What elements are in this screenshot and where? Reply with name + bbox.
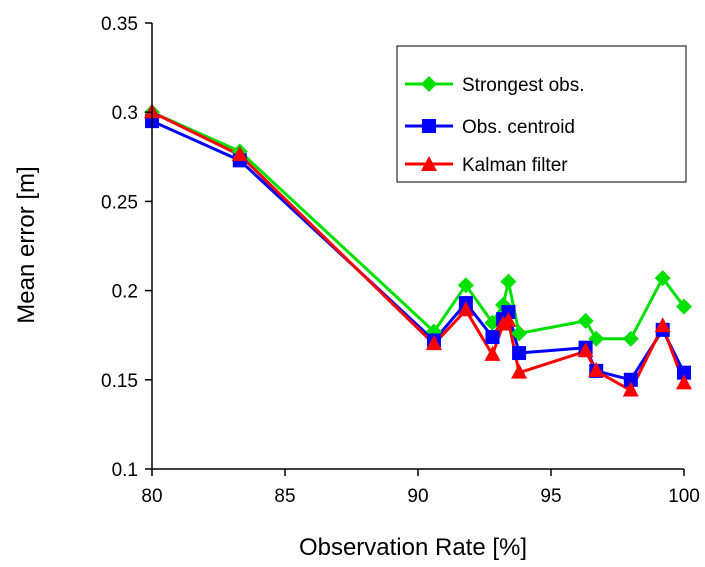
data-point-strongest-obs (577, 312, 594, 329)
data-point-strongest-obs (500, 273, 517, 290)
data-point-kalman-filter (457, 301, 474, 317)
data-point-obs-centroid (512, 346, 527, 361)
x-tick-label: 80 (141, 486, 162, 507)
y-axis-title: Mean error [m] (13, 166, 40, 323)
y-tick-label: 0.15 (101, 371, 138, 392)
legend-entry-centroid: Obs. centroid (405, 117, 575, 138)
x-tick-label: 95 (540, 486, 561, 507)
data-point-kalman-filter (654, 317, 671, 333)
tick-labels: 0.1 0.15 0.2 0.25 0.3 0.35 80 85 90 95 100 (101, 14, 700, 507)
data-point-obs-centroid (677, 365, 691, 380)
data-point-kalman-filter (622, 381, 639, 397)
legend-marker-kalman (421, 156, 437, 171)
legend-label-strongest: Strongest obs. (462, 75, 585, 96)
data-point-kalman-filter (484, 345, 501, 361)
data-point-strongest-obs (622, 330, 639, 347)
data-point-strongest-obs (511, 325, 528, 342)
data-point-strongest-obs (457, 277, 474, 294)
x-tick-label: 100 (668, 486, 700, 507)
data-point-obs-centroid (623, 372, 638, 387)
x-tick-label: 85 (274, 486, 295, 507)
data-point-kalman-filter (511, 363, 528, 379)
legend-marker-strongest (421, 76, 437, 92)
x-tick-label: 90 (407, 486, 428, 507)
legend-label-centroid: Obs. centroid (462, 117, 575, 138)
y-tick-label: 0.25 (101, 192, 138, 213)
data-point-kalman-filter (500, 311, 517, 327)
data-point-strongest-obs (654, 270, 671, 287)
legend-entry-strongest: Strongest obs. (405, 75, 585, 96)
data-point-strongest-obs (676, 298, 692, 315)
data-point-kalman-filter (676, 374, 692, 390)
y-tick-label: 0.35 (101, 14, 138, 35)
y-tick-label: 0.1 (112, 460, 138, 481)
legend-marker-centroid (422, 119, 436, 133)
plot-markers (144, 103, 692, 397)
data-point-kalman-filter (588, 361, 605, 377)
legend-label-kalman: Kalman filter (462, 155, 568, 176)
data-point-kalman-filter (425, 335, 442, 351)
data-point-kalman-filter (577, 342, 594, 358)
data-point-obs-centroid (485, 329, 500, 344)
legend-box (396, 45, 687, 183)
axes (145, 22, 685, 476)
legend: Strongest obs. Obs. centroid Kalman filt… (396, 45, 687, 183)
x-axis-title: Observation Rate [%] (299, 534, 527, 561)
y-tick-label: 0.3 (112, 103, 138, 124)
y-tick-label: 0.2 (112, 282, 138, 303)
legend-entry-kalman: Kalman filter (405, 155, 568, 176)
data-point-kalman-filter (231, 146, 248, 162)
